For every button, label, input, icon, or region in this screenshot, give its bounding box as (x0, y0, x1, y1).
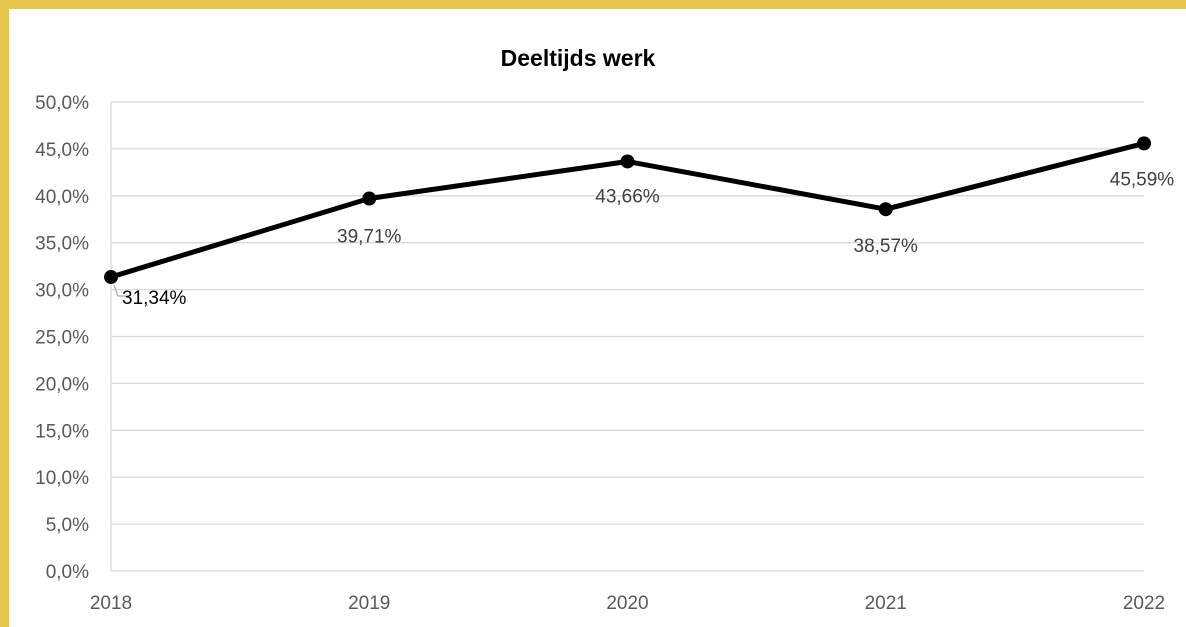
y-tick-label: 45,0% (35, 140, 89, 161)
label-leader-line (113, 284, 129, 297)
y-tick-label: 15,0% (35, 421, 89, 442)
x-tick-label: 2022 (1123, 593, 1165, 614)
x-tick-label: 2020 (606, 593, 648, 614)
data-label: 45,59% (1110, 169, 1175, 190)
data-label: 38,57% (854, 236, 919, 257)
y-tick-label: 35,0% (35, 234, 89, 255)
data-point (620, 154, 635, 169)
y-tick-label: 20,0% (35, 374, 89, 395)
chart-title: Deeltijds werk (501, 45, 656, 71)
data-point (362, 191, 377, 206)
data-labels: 31,34% 39,71% 43,66% 38,57% 45,59% (113, 169, 1175, 309)
data-label: 31,34% (122, 288, 187, 309)
y-tick-label: 50,0% (35, 93, 89, 114)
data-point (1137, 136, 1151, 151)
x-axis-ticks: 2018 2019 2020 2021 2022 (90, 593, 1165, 614)
y-tick-label: 0,0% (46, 562, 89, 583)
data-point (878, 202, 893, 217)
x-tick-label: 2021 (865, 593, 907, 614)
data-label: 43,66% (595, 186, 660, 207)
x-tick-label: 2019 (348, 593, 390, 614)
gridlines (110, 101, 1144, 572)
y-tick-label: 25,0% (35, 328, 89, 349)
data-label: 39,71% (337, 227, 402, 248)
y-axis-ticks: 0,0% 5,0% 10,0% 15,0% 20,0% 25,0% 30,0% 35,0% 40… (35, 93, 89, 583)
y-tick-label: 30,0% (35, 281, 89, 302)
y-tick-label: 5,0% (46, 515, 89, 536)
y-tick-label: 40,0% (35, 187, 89, 208)
y-tick-label: 10,0% (35, 468, 89, 489)
data-point (104, 270, 118, 285)
series-group (104, 136, 1151, 285)
x-tick-label: 2018 (90, 593, 132, 614)
